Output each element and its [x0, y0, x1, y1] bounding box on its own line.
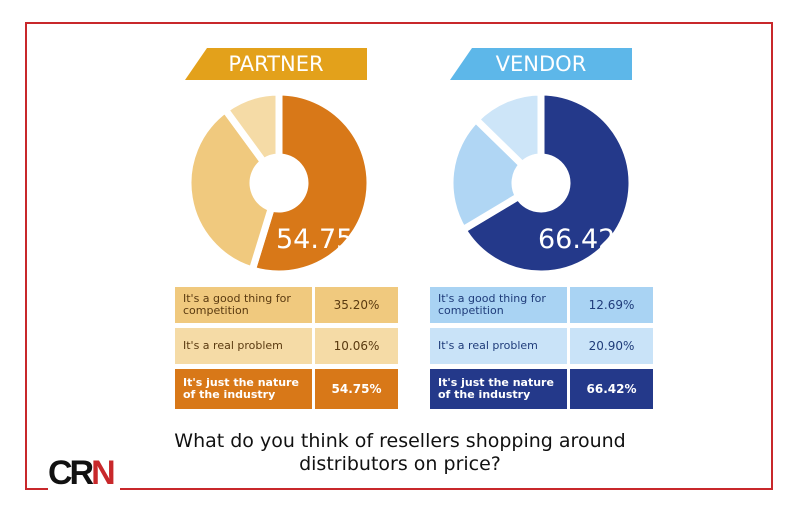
- red-frame: [25, 22, 773, 490]
- table-row: It's a real problem 10.06%: [175, 328, 398, 364]
- row-label: It's a real problem: [175, 328, 312, 364]
- donut-slice: [470, 88, 545, 170]
- table-row: It's a good thing for competition 35.20%: [175, 287, 398, 323]
- center-value-label: 54.75%: [276, 224, 366, 255]
- row-value: 54.75%: [315, 369, 398, 409]
- row-value: 35.20%: [315, 287, 398, 323]
- table-row: It's just the nature of the industry 66.4…: [430, 369, 653, 409]
- center-value-label: 66.42%: [538, 224, 628, 255]
- donut-slice: [446, 114, 528, 235]
- table-row: It's a real problem 20.90%: [430, 328, 653, 364]
- vendor-donut: 66.42%: [446, 88, 636, 278]
- partner-donut: 54.75%: [184, 88, 374, 278]
- row-label: It's a good thing for competition: [430, 287, 567, 323]
- row-label: It's a good thing for competition: [175, 287, 312, 323]
- row-label: It's a real problem: [430, 328, 567, 364]
- row-value: 10.06%: [315, 328, 398, 364]
- vendor-table: It's a good thing for competition 12.69% I…: [430, 287, 653, 414]
- vendor-header: VENDOR: [450, 48, 632, 80]
- row-label: It's just the nature of the industry: [175, 369, 312, 409]
- row-label: It's just the nature of the industry: [430, 369, 567, 409]
- question-title: What do you think of resellers shopping …: [174, 430, 626, 475]
- table-row: It's just the nature of the industry 54.7…: [175, 369, 398, 409]
- partner-table: It's a good thing for competition 35.20% I…: [175, 287, 398, 414]
- crn-logo: CRN: [48, 455, 120, 491]
- table-row: It's a good thing for competition 12.69%: [430, 287, 653, 323]
- donut-slice: [220, 88, 283, 167]
- row-value: 12.69%: [570, 287, 653, 323]
- row-value: 66.42%: [570, 369, 653, 409]
- partner-header: PARTNER: [185, 48, 367, 80]
- row-value: 20.90%: [570, 328, 653, 364]
- donut-slice: [458, 88, 636, 278]
